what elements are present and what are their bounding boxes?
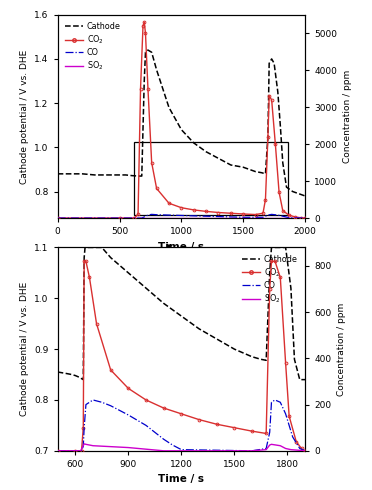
Legend: Cathode, CO$_2$, CO, SO$_2$: Cathode, CO$_2$, CO, SO$_2$ [239, 251, 301, 308]
Y-axis label: Concentration / ppm: Concentration / ppm [337, 302, 346, 396]
X-axis label: Time / s: Time / s [158, 474, 204, 485]
Legend: Cathode, CO$_2$, CO, SO$_2$: Cathode, CO$_2$, CO, SO$_2$ [62, 19, 124, 75]
Y-axis label: Cathode potential / V vs. DHE: Cathode potential / V vs. DHE [20, 282, 29, 416]
Y-axis label: Concentration / ppm: Concentration / ppm [343, 70, 352, 163]
Y-axis label: Cathode potential / V vs. DHE: Cathode potential / V vs. DHE [20, 49, 29, 183]
X-axis label: Time / s: Time / s [158, 242, 204, 252]
Bar [134, 142, 288, 215]
